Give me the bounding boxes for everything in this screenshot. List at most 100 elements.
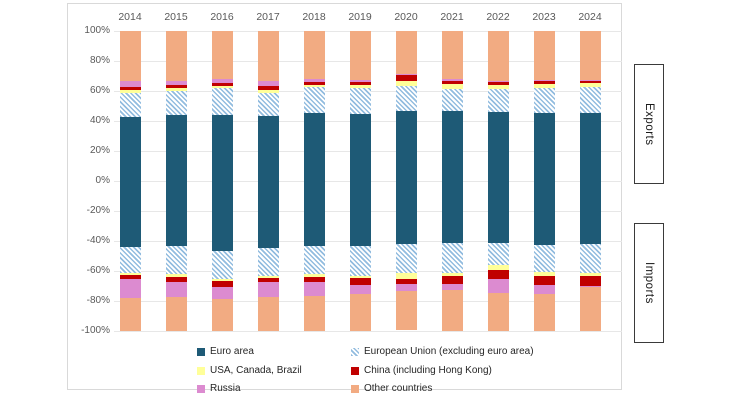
bar-segment-import (579, 244, 601, 273)
bar-segment-export (441, 79, 463, 81)
bar-segment-export (257, 31, 279, 82)
bar-segment-export (211, 85, 233, 88)
bar-segment-export (165, 91, 187, 115)
year-label: 2018 (302, 11, 326, 23)
bar-segment-import (533, 244, 555, 272)
bar-segment-import (303, 274, 325, 277)
year-label: 2024 (578, 11, 602, 23)
bar-segment-import (579, 286, 601, 287)
exports-label-box: Exports (634, 64, 664, 184)
bar-segment-export (211, 31, 233, 79)
bar-segment-import (395, 181, 417, 244)
bar-segment-export (487, 85, 509, 89)
bar-segment-import (211, 298, 233, 331)
bar-segment-export (579, 31, 601, 80)
y-tick-label: 0% (95, 175, 110, 186)
bar-segment-import (579, 286, 601, 331)
year-label: 2023 (532, 11, 556, 23)
bar-segment-export (303, 31, 325, 79)
bar-segment-import (579, 272, 601, 277)
bar-segment-import (119, 272, 141, 275)
legend-swatch (351, 348, 359, 356)
year-label: 2021 (440, 11, 464, 23)
bar-segment-import (165, 282, 187, 298)
bar-segment-export (119, 31, 141, 81)
bar-segment-export (257, 89, 279, 93)
bar-segment-import (119, 278, 141, 298)
bar-segment-import (487, 292, 509, 331)
bar-segment-import (303, 282, 325, 296)
legend-swatch (197, 385, 205, 393)
bar-segment-export (579, 112, 601, 181)
bar-segment-import (211, 286, 233, 299)
bar-segment-import (487, 181, 509, 244)
bar-segment-export (165, 115, 187, 181)
bar-segment-import (349, 284, 371, 295)
bar-segment-import (119, 247, 141, 273)
bar-segment-export (395, 75, 417, 81)
legend-swatch (197, 366, 205, 375)
year-label: 2015 (164, 11, 188, 23)
bar-segment-export (533, 79, 555, 81)
legend-label: China (including Hong Kong) (364, 364, 492, 376)
bar-segment-export (119, 80, 141, 87)
bar-segment-import (303, 181, 325, 247)
y-tick-label: 100% (84, 25, 110, 36)
bar-segment-export (579, 79, 601, 81)
bar-segment-import (165, 181, 187, 247)
bar-segment-export (303, 85, 325, 88)
bar-segment-import (211, 278, 233, 281)
y-tick-label: -100% (81, 325, 110, 336)
bar-segment-export (533, 80, 555, 84)
year-label: 2014 (118, 11, 142, 23)
year-label: 2020 (394, 11, 418, 23)
bar-segment-export (533, 83, 555, 88)
legend-label: Russia (210, 383, 241, 394)
bar-segment-import (395, 244, 417, 274)
bar-segment-export (487, 31, 509, 81)
bar-segment-import (441, 283, 463, 290)
bar-segment-import (165, 277, 187, 283)
legend-label: European Union (excluding euro area) (364, 346, 534, 357)
bar-segment-import (257, 181, 279, 248)
imports-label: Imports (643, 262, 655, 304)
bar-segment-import (257, 282, 279, 298)
bar-segment-export (441, 84, 463, 89)
chart-panel: 100% 80% 60% 40% 20% 0% -20% -40% -60% -80% -100% … (67, 3, 622, 394)
bar-segment-export (533, 31, 555, 80)
bar-segment-import (487, 265, 509, 270)
exports-label: Exports (643, 102, 655, 146)
year-label: 2022 (486, 11, 510, 23)
bar-segment-export (441, 111, 463, 181)
bar-segment-export (211, 88, 233, 115)
bar-segment-export (257, 92, 279, 116)
bar-segment-export (395, 73, 417, 76)
bar-segment-import (441, 181, 463, 244)
bar-segment-export (257, 115, 279, 181)
bar-segment-import (257, 297, 279, 331)
y-tick-label: -40% (86, 235, 110, 246)
bar-segment-import (441, 289, 463, 331)
bar-segment-export (487, 88, 509, 112)
bar-segment-import (119, 181, 141, 247)
y-tick-label: 20% (89, 145, 110, 156)
legend-swatch (197, 348, 205, 356)
bar-segment-export (119, 89, 141, 93)
bar-segment-import (119, 274, 141, 279)
legend-label: Euro area (210, 346, 254, 357)
bar-segment-import (349, 277, 371, 285)
bar-segment-export (211, 115, 233, 181)
bar-segment-import (257, 275, 279, 278)
y-tick-label: -80% (86, 295, 110, 306)
bar-segment-import (211, 250, 233, 279)
bar-segment-export (165, 85, 187, 88)
bar-segment-export (441, 31, 463, 79)
y-tick-label: 60% (89, 85, 110, 96)
bar-segment-import (165, 246, 187, 274)
bar-segment-export (487, 82, 509, 85)
year-label: 2019 (348, 11, 372, 23)
bar-segment-export (533, 88, 555, 113)
bar-segment-export (349, 88, 371, 114)
bar-segment-import (579, 276, 601, 286)
